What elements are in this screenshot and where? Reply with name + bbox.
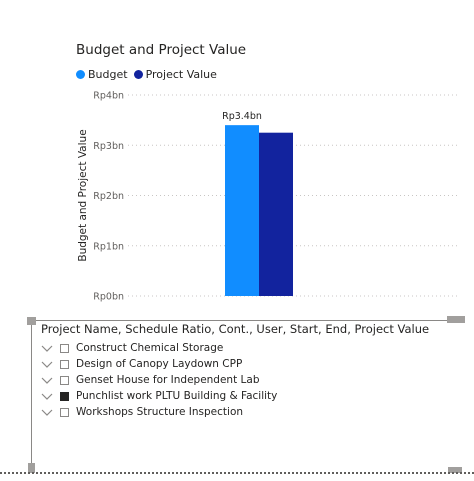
bar-project-value [259, 132, 293, 296]
y-tick-label: Rp4bn [93, 91, 124, 102]
chevron-down-icon[interactable] [40, 342, 54, 354]
slicer-checkbox[interactable] [60, 359, 69, 369]
slicer-header: Project Name, Schedule Ratio, Cont., Use… [41, 322, 430, 336]
slicer-border-top [31, 320, 459, 321]
y-tick-label: Rp2bn [93, 191, 124, 202]
slicer-item[interactable]: Design of Canopy Laydown CPP [40, 356, 277, 372]
legend-marker-budget [76, 70, 85, 79]
chevron-down-icon[interactable] [40, 406, 54, 418]
slicer-border [31, 320, 32, 470]
resize-handle-bottom-right[interactable] [448, 467, 462, 473]
slicer-checkbox[interactable] [60, 407, 69, 417]
chart-title: Budget and Project Value [76, 42, 247, 58]
slicer-item-label: Workshops Structure Inspection [76, 406, 244, 418]
legend-item-project-value[interactable]: Project Value [133, 68, 217, 81]
budget-project-value-chart[interactable]: Budget and Project Value Budget Project … [0, 0, 474, 310]
slicer-item[interactable]: Punchlist work PLTU Building & Facility [40, 388, 277, 404]
y-tick-label: Rp0bn [93, 292, 124, 303]
resize-handle-top-right[interactable] [447, 316, 465, 323]
chevron-down-icon[interactable] [40, 374, 54, 386]
y-tick-label: Rp1bn [93, 241, 124, 252]
legend-item-budget[interactable]: Budget [76, 68, 128, 81]
data-label: Rp3.4bn [222, 111, 262, 122]
slicer-item-label: Construct Chemical Storage [76, 342, 224, 354]
slicer-list: Construct Chemical Storage Design of Can… [40, 340, 277, 420]
legend-label-budget: Budget [88, 68, 128, 81]
chevron-down-icon[interactable] [40, 390, 54, 402]
chart-plot-area: Rp0bn Rp1bn Rp2bn Rp3bn Rp4bn Budget and Proj… [77, 91, 460, 303]
slicer-item-label: Design of Canopy Laydown CPP [76, 358, 243, 370]
slicer-item[interactable]: Construct Chemical Storage [40, 340, 277, 356]
slicer-checkbox-checked[interactable] [60, 391, 69, 401]
y-tick-label: Rp3bn [93, 141, 124, 152]
slicer-checkbox[interactable] [60, 343, 69, 353]
chevron-down-icon[interactable] [40, 358, 54, 370]
legend-marker-project-value [133, 70, 143, 79]
slicer-item[interactable]: Genset House for Independent Lab [40, 372, 277, 388]
slicer-item-label: Punchlist work PLTU Building & Facility [76, 390, 278, 402]
chart-legend[interactable]: Budget Project Value [76, 68, 223, 81]
bar-budget [225, 125, 259, 297]
slicer-item-label: Genset House for Independent Lab [76, 374, 260, 386]
slicer-item[interactable]: Workshops Structure Inspection [40, 404, 277, 420]
resize-handle-top-left[interactable] [27, 317, 36, 325]
page-boundary-line [0, 472, 474, 474]
legend-label-project-value: Project Value [145, 68, 217, 81]
y-axis-label: Budget and Project Value [77, 129, 89, 261]
resize-handle-bottom-left[interactable] [28, 463, 35, 473]
slicer-checkbox[interactable] [60, 375, 69, 385]
